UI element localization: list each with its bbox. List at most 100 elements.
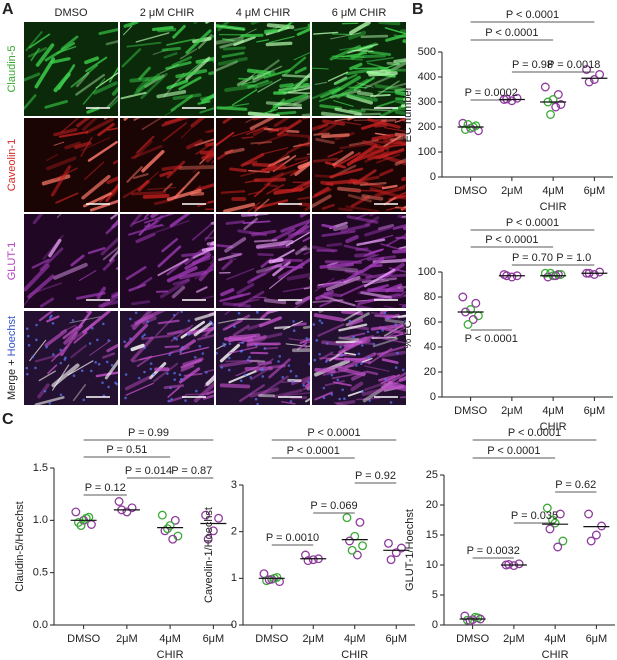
- cell: [97, 122, 115, 137]
- cell: [159, 278, 190, 299]
- cell: [30, 47, 40, 62]
- cell: [252, 125, 269, 137]
- cell: [240, 214, 269, 217]
- nucleus: [96, 338, 99, 342]
- cell: [280, 22, 294, 32]
- cell: [211, 159, 214, 164]
- cell: [290, 179, 310, 192]
- micrograph: [312, 118, 406, 212]
- data-point: [586, 536, 596, 546]
- cell: [100, 236, 118, 256]
- cell: [201, 295, 214, 300]
- cell: [242, 220, 271, 224]
- cell: [298, 184, 310, 192]
- cell: [382, 135, 402, 148]
- cell: [345, 67, 379, 76]
- cell: [257, 132, 289, 146]
- nucleus: [241, 341, 244, 344]
- cell: [400, 143, 406, 145]
- nucleus: [228, 342, 232, 346]
- cell: [138, 171, 159, 190]
- nucleus: [80, 369, 84, 373]
- nucleus: [263, 347, 267, 350]
- cell: [379, 350, 406, 358]
- nucleus: [82, 398, 86, 402]
- cell: [367, 50, 392, 56]
- micrograph: [120, 118, 214, 212]
- cell: [253, 177, 286, 183]
- cell: [219, 39, 244, 49]
- cell: [401, 176, 406, 182]
- p-value: P = 0.12: [85, 482, 126, 494]
- cell: [240, 169, 265, 177]
- nucleus: [320, 321, 324, 325]
- y-tick-label: 10: [426, 559, 438, 571]
- cell: [163, 52, 178, 59]
- cell: [268, 35, 295, 44]
- nucleus: [292, 320, 295, 323]
- cell: [133, 118, 141, 121]
- cell: [239, 384, 265, 403]
- cell: [50, 57, 71, 64]
- cell: [294, 26, 310, 31]
- cell: [335, 120, 362, 126]
- nucleus: [248, 355, 251, 359]
- cell: [82, 311, 111, 334]
- nucleus: [137, 376, 141, 380]
- cell: [356, 304, 374, 308]
- cell: [201, 152, 214, 160]
- cell: [328, 87, 344, 92]
- cell: [224, 237, 247, 253]
- data-point: [76, 521, 86, 531]
- data-point: [208, 526, 218, 536]
- cell: [295, 295, 310, 305]
- cell: [216, 244, 234, 249]
- cell: [105, 183, 118, 203]
- cell: [338, 336, 368, 355]
- cell: [330, 32, 361, 40]
- cell: [355, 397, 381, 401]
- cell: [216, 131, 235, 147]
- y-tick-label: 100: [418, 266, 436, 278]
- micrograph: [216, 22, 310, 116]
- cell: [136, 355, 153, 368]
- cell: [75, 73, 106, 96]
- cell: [386, 233, 406, 247]
- data-point: [358, 541, 367, 551]
- nucleus: [277, 360, 280, 363]
- data-point: [595, 267, 605, 277]
- x-axis-label: CHIR: [341, 649, 368, 660]
- cell: [89, 340, 112, 356]
- p-value: P < 0.0001: [307, 427, 360, 439]
- cell: [288, 337, 302, 342]
- cell: [385, 33, 406, 42]
- cell: [273, 118, 291, 128]
- cell: [177, 61, 203, 82]
- cell: [249, 387, 279, 398]
- nucleus: [178, 373, 182, 377]
- x-tick-label: 2μM: [116, 633, 138, 645]
- cell: [364, 268, 396, 288]
- cell: [245, 127, 265, 136]
- cell: [157, 319, 180, 325]
- nucleus: [289, 369, 293, 373]
- nucleus: [152, 372, 155, 376]
- nucleus: [261, 375, 265, 378]
- cell: [205, 389, 214, 396]
- y-tick-label: 0: [430, 391, 436, 403]
- cell: [303, 250, 310, 256]
- cell: [312, 194, 332, 208]
- nucleus: [360, 362, 363, 366]
- cell: [46, 315, 60, 323]
- cell: [347, 43, 379, 54]
- cell: [24, 94, 37, 110]
- cell: [394, 88, 406, 92]
- cell: [287, 87, 310, 94]
- cell: [185, 29, 212, 54]
- data-point: [553, 90, 563, 99]
- nucleus: [209, 320, 212, 324]
- cell: [222, 46, 246, 51]
- cell: [161, 238, 179, 253]
- cell: [222, 302, 251, 308]
